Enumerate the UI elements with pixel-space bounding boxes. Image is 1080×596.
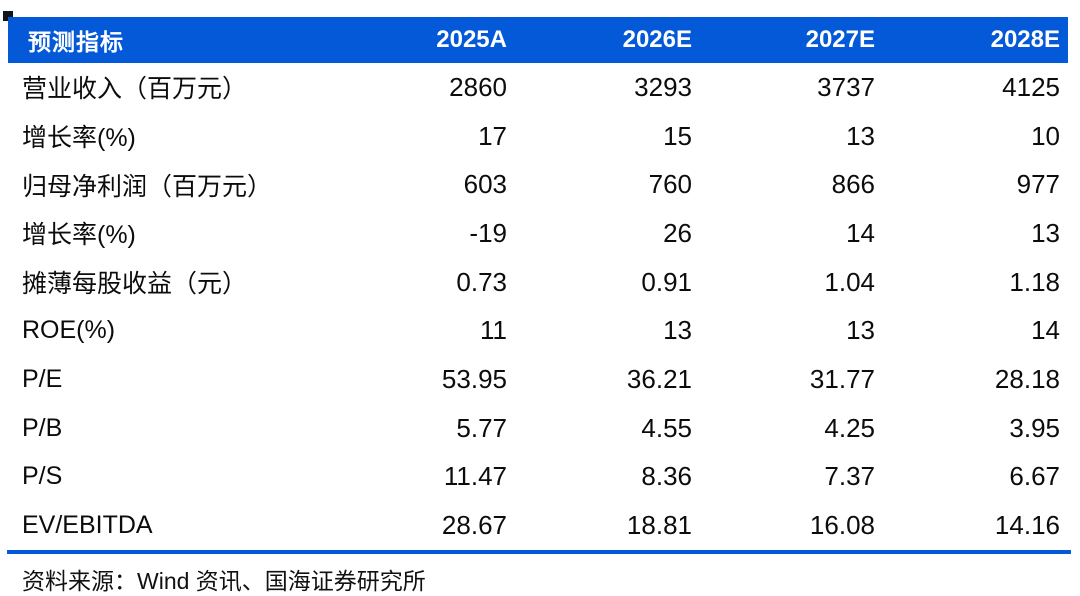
bottom-divider-line <box>7 550 1071 554</box>
cell-value: 26 <box>663 217 692 248</box>
cell-value: 53.95 <box>441 363 507 394</box>
cell-value: 3293 <box>634 71 692 102</box>
header-col-2025a: 2025A <box>436 26 507 53</box>
cell-value: 17 <box>478 120 507 151</box>
row-label: P/S <box>22 462 63 491</box>
table-row-pe: P/E 53.95 36.21 31.77 28.18 <box>8 355 1068 404</box>
row-label: 增长率(%) <box>22 221 136 250</box>
corner-mark <box>3 11 13 21</box>
header-col-2028e: 2028E <box>990 26 1060 53</box>
source-note: 资料来源：Wind 资讯、国海证券研究所 <box>22 568 426 594</box>
cell-value: 4125 <box>1002 71 1060 102</box>
table-row-ev-ebitda: EV/EBITDA 28.67 18.81 16.08 14.16 <box>8 501 1068 550</box>
cell-value: 31.77 <box>809 363 875 394</box>
row-label: ROE(%) <box>22 316 116 345</box>
cell-value: 28.67 <box>441 510 507 541</box>
cell-value: 866 <box>831 169 875 200</box>
cell-value: -19 <box>469 217 507 248</box>
cell-value: 3.95 <box>1009 412 1060 443</box>
table-header-row: 预测指标 2025A 2026E 2027E 2028E <box>8 17 1068 63</box>
row-label: P/B <box>22 413 63 442</box>
cell-value: 2860 <box>449 71 507 102</box>
cell-value: 13 <box>1031 217 1060 248</box>
table-row-profit-growth: 增长率(%) -19 26 14 13 <box>8 209 1068 258</box>
cell-value: 7.37 <box>824 461 875 492</box>
cell-value: 36.21 <box>626 363 692 394</box>
cell-value: 1.04 <box>824 266 875 297</box>
cell-value: 977 <box>1016 169 1060 200</box>
cell-value: 18.81 <box>626 510 692 541</box>
cell-value: 8.36 <box>641 461 692 492</box>
row-label: 摊薄每股收益（元） <box>22 270 248 299</box>
cell-value: 13 <box>663 315 692 346</box>
cell-value: 0.91 <box>641 266 692 297</box>
cell-value: 16.08 <box>809 510 875 541</box>
cell-value: 6.67 <box>1009 461 1060 492</box>
cell-value: 0.73 <box>456 266 507 297</box>
table-row-roe: ROE(%) 11 13 13 14 <box>8 306 1068 355</box>
cell-value: 13 <box>846 315 875 346</box>
cell-value: 10 <box>1031 120 1060 151</box>
table-row-diluted-eps: 摊薄每股收益（元） 0.73 0.91 1.04 1.18 <box>8 258 1068 307</box>
cell-value: 11.47 <box>443 461 507 492</box>
forecast-metrics-table: 预测指标 2025A 2026E 2027E 2028E 营业收入（百万元） 2… <box>8 17 1068 550</box>
cell-value: 13 <box>846 120 875 151</box>
row-label: 营业收入（百万元） <box>22 75 248 104</box>
cell-value: 5.77 <box>456 412 507 443</box>
cell-value: 3737 <box>817 71 875 102</box>
cell-value: 4.25 <box>824 412 875 443</box>
cell-value: 15 <box>663 120 692 151</box>
table-row-net-profit: 归母净利润（百万元） 603 760 866 977 <box>8 160 1068 209</box>
cell-value: 603 <box>463 169 507 200</box>
row-label: 增长率(%) <box>22 124 136 153</box>
cell-value: 760 <box>648 169 692 200</box>
cell-value: 14.16 <box>994 510 1060 541</box>
table-row-ps: P/S 11.47 8.36 7.37 6.67 <box>8 453 1068 502</box>
cell-value: 14 <box>846 217 875 248</box>
cell-value: 4.55 <box>641 412 692 443</box>
row-label: P/E <box>22 364 63 393</box>
table-row-pb: P/B 5.77 4.55 4.25 3.95 <box>8 404 1068 453</box>
cell-value: 14 <box>1031 315 1060 346</box>
cell-value: 28.18 <box>994 363 1060 394</box>
row-label: 归母净利润（百万元） <box>22 172 273 201</box>
header-indicator-label: 预测指标 <box>28 29 124 55</box>
header-col-2026e: 2026E <box>622 26 692 53</box>
table-row-revenue: 营业收入（百万元） 2860 3293 3737 4125 <box>8 63 1068 112</box>
cell-value: 11 <box>480 315 507 346</box>
header-col-2027e: 2027E <box>805 26 875 53</box>
cell-value: 1.18 <box>1009 266 1060 297</box>
table-row-revenue-growth: 增长率(%) 17 15 13 10 <box>8 112 1068 161</box>
row-label: EV/EBITDA <box>22 511 153 540</box>
